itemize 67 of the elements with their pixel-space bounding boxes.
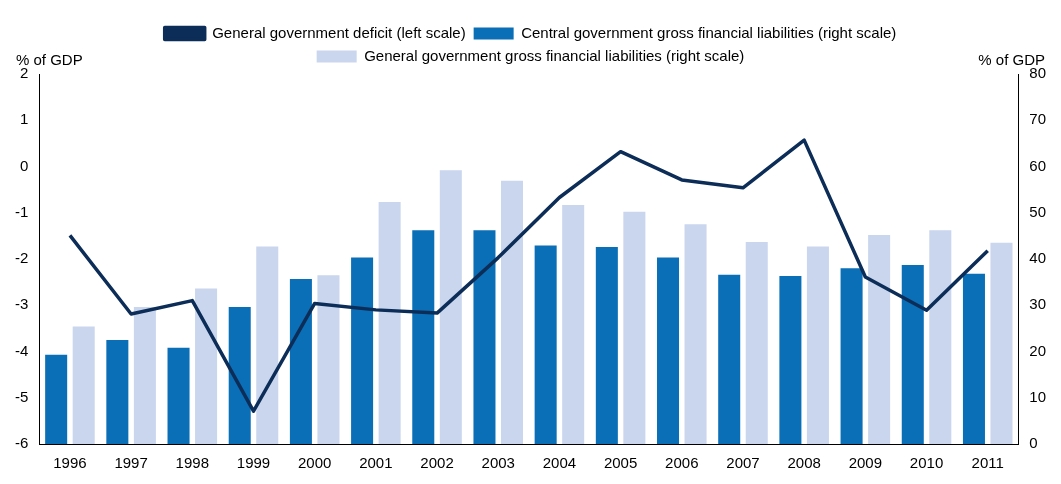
bar: [500, 180, 524, 444]
y-tick-label: -4: [14, 341, 29, 359]
x-tick-label: 1998: [175, 454, 209, 472]
y-tick-label: -3: [14, 295, 29, 313]
bar: [745, 241, 768, 444]
y2-tick-label: 70: [1029, 110, 1046, 128]
x-tick-label: 2001: [359, 454, 393, 472]
bar: [595, 246, 618, 444]
legend-label: Central government gross financial liabilities (right scale): [521, 23, 897, 41]
bar: [72, 326, 95, 444]
bar: [473, 230, 496, 444]
x-tick-label: 2003: [481, 454, 515, 472]
x-tick-label: 2000: [297, 454, 332, 472]
bar: [806, 246, 829, 444]
x-tick-label: 1997: [114, 454, 148, 472]
bar: [929, 230, 952, 444]
x-tick-label: 2011: [971, 454, 1004, 472]
x-tick-label: 2004: [542, 454, 577, 472]
y2-tick-label: 20: [1029, 341, 1046, 359]
x-tick-label: 2007: [726, 454, 760, 472]
bar: [990, 242, 1013, 444]
y-tick-label: 0: [19, 156, 29, 174]
y-tick-label: 1: [19, 110, 29, 128]
x-tick-label: 2009: [848, 454, 883, 472]
y2-tick-label: 10: [1029, 387, 1046, 405]
bar: [840, 268, 863, 444]
x-tick-label: 2008: [787, 454, 821, 472]
bar: [901, 265, 924, 444]
bar: [868, 234, 891, 444]
y-tick-label: -1: [14, 202, 29, 220]
bar: [439, 170, 462, 444]
bar: [779, 276, 802, 444]
bar: [106, 339, 129, 444]
bar: [317, 275, 340, 444]
x-tick-label: 2005: [603, 454, 638, 472]
y2-tick-label: 0: [1029, 434, 1038, 452]
y-tick-label: -6: [14, 434, 29, 452]
y2-tick-label: 60: [1029, 156, 1046, 174]
bar: [962, 273, 985, 444]
legend-label: General government gross financial liabilities (right scale): [364, 46, 745, 64]
bar: [562, 204, 585, 444]
bar: [623, 211, 646, 444]
bar: [351, 257, 374, 444]
y2-tick-label: 40: [1029, 249, 1046, 267]
y-tick-label: -2: [14, 249, 29, 267]
x-tick-label: 2010: [909, 454, 944, 472]
bar: [45, 354, 68, 444]
bar: [228, 307, 251, 444]
bar: [167, 347, 190, 444]
bar: [378, 202, 401, 444]
bar: [256, 246, 279, 444]
bar: [289, 278, 312, 444]
bar: [195, 288, 218, 444]
bar: [718, 274, 741, 444]
x-tick-label: 1996: [53, 454, 87, 472]
x-tick-label: 2002: [420, 454, 454, 472]
y2-tick-label: 30: [1029, 295, 1046, 313]
bar: [684, 224, 707, 444]
bar: [657, 257, 680, 444]
legend-label: General government deficit (left scale): [212, 23, 466, 41]
x-tick-label: 2006: [665, 454, 699, 472]
bar: [133, 307, 156, 444]
bar: [534, 245, 557, 444]
y-tick-label: -5: [14, 387, 29, 405]
x-tick-label: 1999: [236, 454, 271, 472]
y2-tick-label: 50: [1029, 202, 1046, 220]
bar: [412, 230, 435, 444]
